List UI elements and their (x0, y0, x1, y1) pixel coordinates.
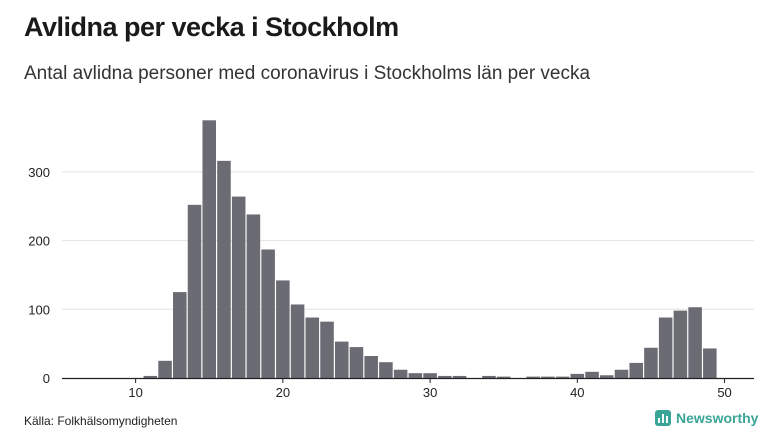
bar (158, 360, 172, 378)
bar (173, 292, 187, 378)
bar (231, 196, 246, 378)
y-tick-label: 200 (28, 234, 50, 249)
x-tick-label: 50 (717, 385, 731, 400)
bar (349, 347, 364, 378)
bar (187, 204, 202, 378)
bar (703, 348, 717, 378)
newsworthy-logo-icon (655, 410, 671, 426)
bar (688, 307, 702, 378)
bar (261, 249, 275, 378)
chart-subtitle: Antal avlidna personer med coronavirus i… (24, 63, 591, 84)
bar (629, 362, 643, 378)
bar (658, 317, 673, 378)
bar (526, 376, 540, 378)
bar (585, 371, 599, 378)
chart-title: Avlidna per vecka i Stockholm (24, 12, 399, 42)
newsworthy-logo: Newsworthy (655, 410, 758, 426)
bar (482, 375, 496, 378)
bar (246, 214, 261, 378)
bar (408, 373, 423, 378)
bar (673, 310, 688, 378)
bar (614, 369, 629, 378)
bar (320, 321, 334, 378)
bar (393, 369, 408, 378)
bar (644, 347, 658, 378)
brand-name: Newsworthy (676, 410, 759, 426)
bar (364, 356, 378, 378)
y-tick-label: 0 (43, 371, 50, 386)
x-tick-label: 20 (276, 385, 290, 400)
bar (305, 317, 320, 378)
bar (599, 375, 614, 378)
bar (496, 376, 511, 378)
bar (379, 362, 393, 378)
bar (423, 373, 437, 378)
bar (290, 304, 305, 378)
bar (555, 376, 570, 378)
bar (143, 375, 158, 378)
source-note: Källa: Folkhälsomyndigheten (24, 414, 178, 428)
y-tick-label: 100 (28, 302, 50, 317)
bar (541, 376, 555, 378)
bar (570, 373, 585, 378)
bar (202, 120, 217, 379)
x-tick-label: 40 (570, 385, 584, 400)
bar (276, 280, 290, 378)
bar (334, 341, 349, 378)
x-tick-label: 30 (423, 385, 437, 400)
bar (217, 160, 231, 378)
bar (438, 375, 452, 378)
x-tick-label: 10 (128, 385, 142, 400)
y-tick-label: 300 (28, 165, 50, 180)
bar (452, 375, 467, 378)
